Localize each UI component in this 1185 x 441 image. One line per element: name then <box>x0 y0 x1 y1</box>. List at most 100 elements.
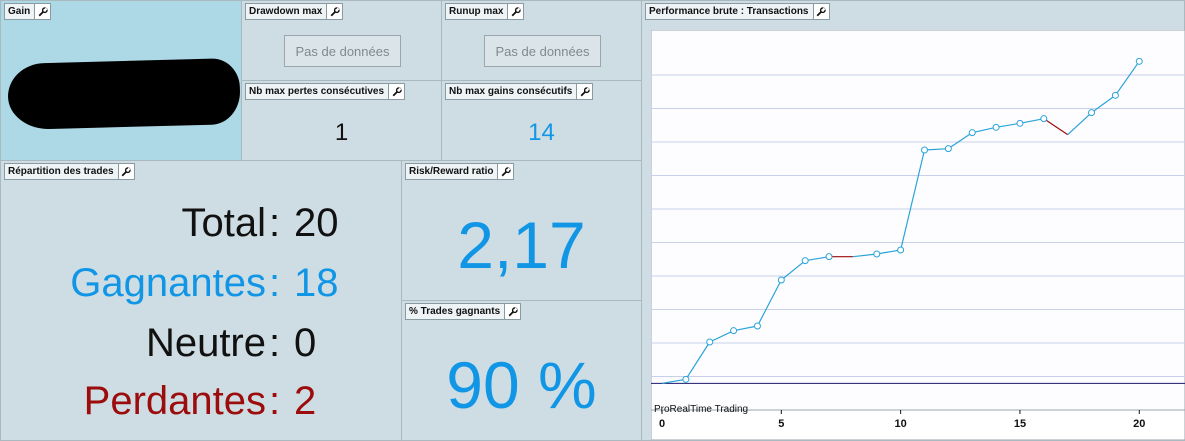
max-losses-title: Nb max pertes consécutives <box>249 86 385 97</box>
wrench-icon[interactable] <box>497 164 514 179</box>
winning-row: Gagnantes : 18 <box>1 261 396 321</box>
drawdown-title: Drawdown max <box>249 6 323 17</box>
wrench-icon[interactable] <box>507 4 524 19</box>
equity-segment <box>780 260 806 281</box>
repartition-panel: Répartition des trades Total : 20 Gagnan… <box>0 160 402 441</box>
total-value: 20 <box>294 201 339 245</box>
total-colon: : <box>269 201 281 245</box>
losing-label: Perdantes <box>83 379 266 423</box>
winning-value: 18 <box>294 261 339 305</box>
redacted-gain-value <box>7 57 241 131</box>
max-gains-title: Nb max gains consécutifs <box>449 86 573 97</box>
equity-segment <box>995 122 1021 128</box>
runup-panel: Runup max Pas de données <box>441 0 642 81</box>
total-row: Total : 20 <box>1 201 396 261</box>
x-tick-label: 15 <box>1014 418 1026 430</box>
equity-segment <box>709 330 734 343</box>
x-tick-label: 20 <box>1133 418 1145 430</box>
trade-point <box>730 327 738 335</box>
chart-watermark: ProRealTime Trading <box>654 404 749 415</box>
equity-segment <box>1114 60 1140 96</box>
wrench-icon[interactable] <box>576 84 593 99</box>
gain-title: Gain <box>8 6 31 17</box>
plot-area <box>651 30 1185 411</box>
total-label: Total <box>181 201 267 245</box>
trade-point <box>921 146 928 154</box>
trade-point <box>825 253 833 261</box>
wrench-icon[interactable] <box>504 304 521 319</box>
equity-segment <box>805 256 830 262</box>
trade-point <box>1016 119 1024 127</box>
risk-reward-panel-header: Risk/Reward ratio <box>405 163 515 180</box>
neutral-row: Neutre : 0 <box>1 321 396 381</box>
equity-segment <box>685 341 711 380</box>
performance-chart[interactable]: 0 5 10 15 20 <box>651 30 1185 440</box>
equity-segment <box>924 148 949 151</box>
wrench-icon[interactable] <box>34 4 51 19</box>
losing-value: 2 <box>294 379 317 423</box>
trade-point <box>1135 57 1143 65</box>
runup-title: Runup max <box>449 6 504 17</box>
equity-segment <box>900 149 926 251</box>
max-gains-value: 14 <box>528 119 555 146</box>
equity-segment <box>661 378 686 384</box>
trade-point <box>706 338 714 346</box>
drawdown-panel-header: Drawdown max <box>245 3 344 20</box>
wrench-icon[interactable] <box>812 4 829 19</box>
max-gains-panel-header: Nb max gains consécutifs <box>445 83 594 100</box>
x-axis-area <box>651 409 1185 440</box>
equity-segment <box>1067 112 1092 136</box>
win-pct-panel: % Trades gagnants 90 % <box>401 300 642 441</box>
wrench-icon[interactable] <box>326 4 343 19</box>
trade-point <box>873 250 881 258</box>
equity-segment <box>1019 118 1044 124</box>
x-tick-label: 5 <box>778 418 784 430</box>
winning-label: Gagnantes <box>70 261 266 305</box>
winning-colon: : <box>269 261 281 305</box>
trade-point <box>1111 91 1119 99</box>
max-losses-panel-header: Nb max pertes consécutives <box>245 83 406 100</box>
losing-segment <box>1043 118 1069 136</box>
equity-segment <box>948 132 973 150</box>
equity-segment <box>733 325 758 332</box>
risk-reward-panel: Risk/Reward ratio 2,17 <box>401 160 642 301</box>
equity-segment <box>876 249 901 255</box>
wrench-icon[interactable] <box>388 84 405 99</box>
performance-title: Performance brute : Transactions <box>649 6 809 17</box>
trade-point <box>992 123 1000 131</box>
repartition-title: Répartition des trades <box>8 166 114 177</box>
trade-point <box>897 246 905 254</box>
losing-row: Perdantes : 2 <box>1 379 396 439</box>
equity-segment <box>852 253 877 258</box>
win-pct-title: % Trades gagnants <box>409 306 501 317</box>
x-tick-label: 0 <box>659 418 665 430</box>
equity-segment <box>756 279 782 327</box>
losing-colon: : <box>269 379 281 423</box>
trade-point <box>777 276 785 284</box>
gain-panel-header: Gain <box>4 3 52 20</box>
max-losses-value: 1 <box>334 119 349 146</box>
win-pct-panel-header: % Trades gagnants <box>405 303 522 320</box>
win-pct-value: 90 % <box>446 348 597 422</box>
drawdown-panel: Drawdown max Pas de données <box>241 0 442 81</box>
runup-panel-header: Runup max <box>445 3 525 20</box>
max-gains-panel: Nb max gains consécutifs 14 <box>441 80 642 161</box>
x-tick-label: 10 <box>895 418 907 430</box>
risk-reward-title: Risk/Reward ratio <box>409 166 494 177</box>
no-data-box: Pas de données <box>484 35 601 67</box>
no-data-box: Pas de données <box>284 35 401 67</box>
wrench-icon[interactable] <box>117 164 134 179</box>
performance-panel: Performance brute : Transactions 0 5 10 15 2… <box>641 0 1185 441</box>
trade-point <box>682 375 690 383</box>
risk-reward-value: 2,17 <box>457 208 586 282</box>
trade-point <box>1088 109 1096 117</box>
trade-point <box>753 322 761 330</box>
neutral-colon: : <box>269 321 281 365</box>
gain-panel: Gain <box>0 0 242 161</box>
equity-segment <box>972 126 997 134</box>
trade-point <box>1040 115 1048 123</box>
max-losses-panel: Nb max pertes consécutives 1 <box>241 80 442 161</box>
neutral-label: Neutre <box>145 321 266 365</box>
trade-point <box>968 129 976 137</box>
performance-panel-header: Performance brute : Transactions <box>645 3 830 20</box>
